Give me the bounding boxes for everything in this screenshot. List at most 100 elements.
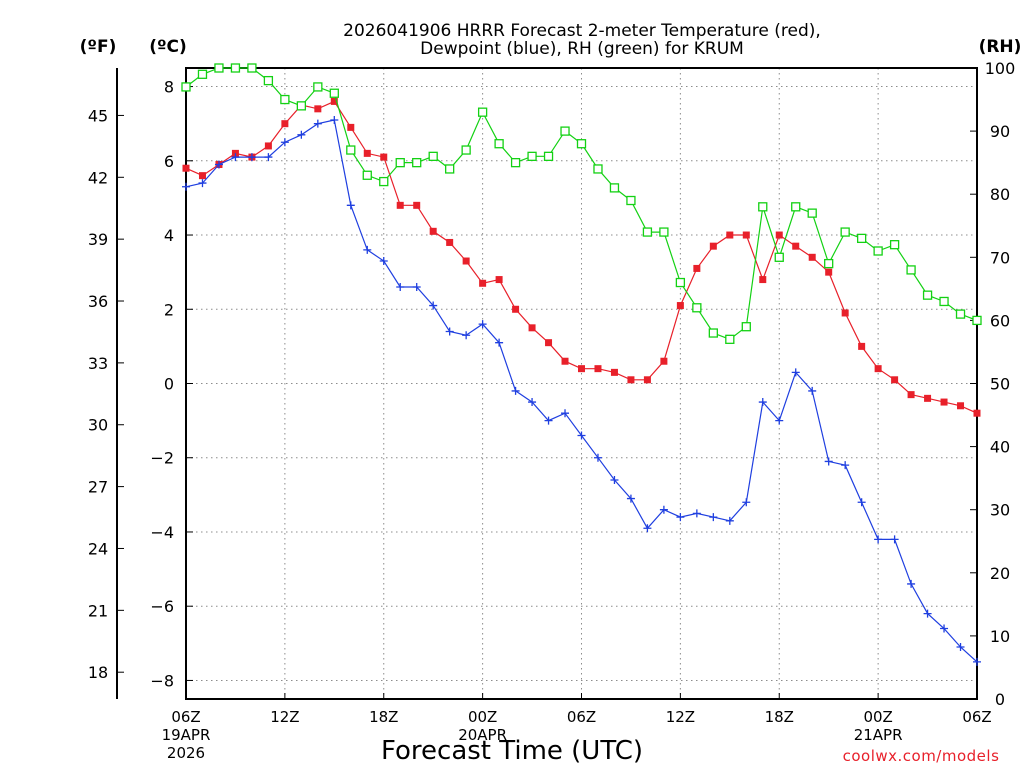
dewpoint-point bbox=[330, 115, 339, 124]
dewpoint-series-line bbox=[185, 119, 978, 663]
temperature-point bbox=[858, 342, 866, 350]
celsius-tick-label: −2 bbox=[150, 449, 174, 468]
rh-point bbox=[362, 170, 372, 180]
rh-tick-label: 80 bbox=[990, 185, 1010, 204]
credit-link[interactable]: coolwx.com/models bbox=[843, 747, 1000, 765]
rh-tick-label: 30 bbox=[990, 501, 1010, 520]
temperature-point bbox=[676, 302, 684, 310]
dewpoint-point bbox=[890, 535, 899, 544]
temperature-point bbox=[808, 253, 816, 261]
chart-title-line-2: Dewpoint (blue), RH (green) for KRUM bbox=[420, 39, 744, 59]
temperature-point bbox=[512, 305, 520, 313]
dewpoint-point bbox=[561, 409, 570, 418]
dewpoint-point bbox=[775, 416, 784, 425]
celsius-tick-label: −6 bbox=[150, 597, 174, 616]
temperature-point bbox=[924, 394, 932, 402]
temperature-point bbox=[940, 398, 948, 406]
rh-point bbox=[659, 227, 669, 237]
x-tick-date-label: 21APR bbox=[854, 726, 903, 744]
celsius-tick-label: 2 bbox=[164, 300, 174, 319]
x-tick-date-label: 19APR bbox=[162, 726, 211, 744]
rh-tick-label: 100 bbox=[985, 59, 1016, 78]
dewpoint-point bbox=[824, 457, 833, 466]
dewpoint-point bbox=[907, 579, 916, 588]
dewpoint-point bbox=[445, 327, 454, 336]
temperature-point bbox=[198, 172, 206, 180]
temperature-point bbox=[594, 365, 602, 373]
rh-point bbox=[214, 63, 224, 73]
rh-point bbox=[527, 151, 537, 161]
rh-point bbox=[741, 322, 751, 332]
dewpoint-point bbox=[940, 624, 949, 633]
rh-tick-label: 50 bbox=[990, 375, 1010, 394]
dewpoint-point bbox=[478, 320, 487, 329]
dewpoint-point bbox=[725, 516, 734, 525]
fahrenheit-tick-label: 21 bbox=[88, 601, 108, 620]
dewpoint-point bbox=[363, 245, 372, 254]
dewpoint-point bbox=[857, 498, 866, 507]
temperature-point bbox=[281, 120, 289, 128]
temperature-point bbox=[643, 376, 651, 384]
rh-point bbox=[346, 145, 356, 155]
rh-point bbox=[263, 75, 274, 86]
rh-point bbox=[461, 145, 471, 155]
dewpoint-point bbox=[626, 494, 635, 503]
temperature-point bbox=[891, 376, 899, 384]
rh-point bbox=[230, 63, 241, 73]
celsius-tick-label: 6 bbox=[164, 152, 174, 171]
dewpoint-point bbox=[659, 505, 668, 514]
celsius-tick-label: 8 bbox=[164, 78, 174, 97]
x-tick-label: 18Z bbox=[369, 708, 398, 726]
temperature-point bbox=[479, 279, 487, 287]
temperature-point bbox=[825, 268, 833, 276]
celsius-tick-label: 0 bbox=[164, 375, 174, 394]
temperature-point bbox=[874, 365, 882, 373]
rh-point bbox=[510, 157, 521, 168]
dewpoint-point bbox=[379, 257, 388, 266]
x-tick-date-label: 20APR bbox=[458, 726, 507, 744]
fahrenheit-tick-label: 33 bbox=[88, 354, 108, 373]
rh-point bbox=[642, 227, 653, 237]
rh-unit-label: (RH) bbox=[979, 37, 1022, 57]
temperature-point bbox=[973, 409, 981, 417]
x-axis-label: Forecast Time (UTC) bbox=[381, 736, 643, 766]
rh-tick-label: 40 bbox=[990, 438, 1010, 457]
dewpoint-point bbox=[280, 138, 289, 147]
temperature-point bbox=[709, 242, 717, 250]
temperature-point bbox=[413, 201, 421, 209]
rh-tick-label: 0 bbox=[995, 690, 1005, 709]
dewpoint-point bbox=[182, 182, 190, 191]
temperature-point bbox=[841, 309, 849, 317]
rh-tick-label: 90 bbox=[990, 122, 1010, 141]
rh-point bbox=[889, 240, 900, 250]
dewpoint-point bbox=[593, 453, 602, 462]
rh-point bbox=[807, 208, 817, 218]
rh-tick-label: 60 bbox=[990, 311, 1010, 330]
rh-point bbox=[791, 202, 801, 212]
dewpoint-point bbox=[231, 153, 240, 162]
dewpoint-point bbox=[313, 119, 322, 128]
fahrenheit-tick-label: 30 bbox=[88, 416, 108, 435]
dewpoint-point bbox=[429, 301, 438, 310]
x-tick-label: 18Z bbox=[765, 708, 794, 726]
rh-point bbox=[593, 164, 603, 174]
temperature-point bbox=[330, 97, 338, 105]
dewpoint-point bbox=[511, 386, 520, 395]
dewpoint-point bbox=[528, 398, 537, 407]
rh-point bbox=[181, 82, 191, 92]
fahrenheit-tick-label: 36 bbox=[88, 292, 108, 311]
dewpoint-point bbox=[198, 179, 207, 188]
dewpoint-point bbox=[346, 201, 355, 210]
rh-point bbox=[329, 88, 339, 98]
chart-title-line-1: 2026041906 HRRR Forecast 2-meter Tempera… bbox=[343, 21, 821, 41]
dewpoint-point bbox=[709, 513, 718, 522]
fahrenheit-tick-label: 24 bbox=[88, 539, 108, 558]
temperature-point bbox=[907, 391, 915, 399]
rh-point bbox=[296, 101, 307, 111]
rh-point bbox=[395, 157, 405, 168]
rh-point bbox=[560, 126, 570, 136]
celsius-tick-label: 4 bbox=[164, 226, 174, 245]
x-tick-year-label: 2026 bbox=[167, 744, 205, 762]
